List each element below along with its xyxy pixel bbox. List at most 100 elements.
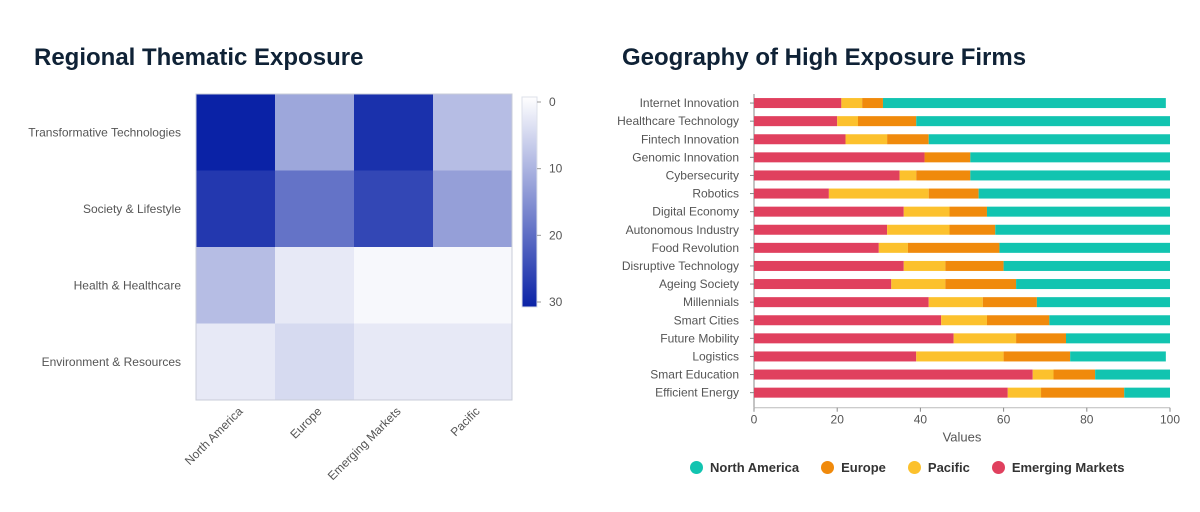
heatmap-cell — [354, 94, 434, 171]
bar-segment — [970, 170, 1170, 181]
bar-segment — [882, 98, 1166, 109]
bar-segment — [928, 188, 979, 199]
heatmap-cell — [354, 247, 434, 324]
heatmap-cell — [433, 170, 513, 248]
bar-segment — [916, 170, 971, 181]
bar-segment — [754, 188, 829, 199]
legend-item[interactable]: North America — [690, 460, 799, 475]
bar-segment — [754, 224, 888, 235]
legend-marker — [907, 461, 921, 474]
heatmap-row-label: Society & Lifestyle — [83, 202, 181, 216]
legend-item[interactable]: Pacific — [907, 460, 970, 475]
bar-segment — [1066, 333, 1170, 344]
colorbar-tick-label: 10 — [549, 162, 563, 176]
heatmap-cell — [196, 94, 276, 171]
category-label: Ageing Society — [659, 277, 739, 291]
bar-segment — [754, 351, 917, 362]
x-axis-title: Values — [943, 430, 982, 445]
bar-segment — [1032, 369, 1054, 380]
category-label: Future Mobility — [660, 331, 739, 345]
bar-segment — [754, 116, 838, 127]
x-tick-label: 100 — [1160, 413, 1180, 427]
bar-segment — [754, 260, 904, 271]
bar-segment — [999, 242, 1170, 253]
heatmap-border — [195, 93, 513, 401]
bar-segment — [982, 297, 1037, 308]
heatmap-cell — [275, 94, 355, 171]
heatmap-cell — [275, 323, 355, 401]
legend-marker — [821, 461, 835, 474]
category-label: Millennials — [683, 295, 739, 309]
bar-segment — [837, 116, 858, 127]
bar-segment — [1049, 315, 1170, 326]
bar-segment — [754, 242, 879, 253]
category-label: Internet Innovation — [640, 96, 739, 110]
bar-segment — [1053, 369, 1096, 380]
bar-segment — [858, 116, 917, 127]
legend-item[interactable]: Europe — [821, 460, 886, 475]
bar-segment — [891, 279, 946, 290]
category-label: Smart Education — [650, 368, 739, 382]
bar-segment — [841, 98, 863, 109]
heatmap-cell — [354, 170, 434, 248]
legend-marker — [991, 461, 1005, 474]
category-label: Healthcare Technology — [617, 114, 739, 128]
category-label: Cybersecurity — [666, 168, 739, 182]
bar-segment — [928, 297, 983, 308]
bar-segment — [1070, 351, 1166, 362]
legend-marker — [690, 461, 703, 474]
bar-segment — [945, 260, 1004, 271]
heatmap-title: Regional Thematic Exposure — [34, 44, 364, 71]
bar-segment — [924, 152, 971, 163]
heatmap-cell — [433, 323, 513, 401]
bar-segment — [1095, 369, 1170, 380]
bar-segment — [1007, 387, 1042, 398]
heatmap-chart: Transformative Technologies Society & Lif… — [28, 93, 563, 483]
colorbar-tick-label: 20 — [549, 228, 563, 242]
colorbar — [521, 96, 538, 308]
bar-segment — [1041, 387, 1125, 398]
category-label: Smart Cities — [674, 313, 739, 327]
x-tick-label: 60 — [997, 413, 1011, 427]
bar-segment — [878, 242, 908, 253]
heatmap-row-label: Health & Healthcare — [74, 278, 182, 292]
bar-segment — [754, 315, 942, 326]
heatmap-cell — [433, 247, 513, 324]
bar-segment — [1016, 333, 1066, 344]
bar-segment — [907, 242, 1000, 253]
bar-segment — [1016, 279, 1170, 290]
bar-segment — [899, 170, 917, 181]
bar-segment — [916, 116, 1170, 127]
bar-segment — [1036, 297, 1170, 308]
x-tick-label: 40 — [914, 413, 928, 427]
bar-segment — [754, 134, 846, 145]
category-label: Robotics — [692, 187, 739, 201]
bar-segment — [754, 369, 1033, 380]
bar-segment — [941, 315, 987, 326]
heatmap-cell — [196, 323, 276, 401]
category-label: Food Revolution — [652, 241, 739, 255]
bar-segment — [862, 98, 883, 109]
colorbar-tick-label: 0 — [549, 95, 556, 109]
bar-segment — [928, 134, 1170, 145]
category-label: Disruptive Technology — [622, 259, 739, 273]
x-tick-label: 20 — [831, 413, 845, 427]
bar-segment — [845, 134, 888, 145]
category-label: Efficient Energy — [655, 386, 739, 400]
bar-segment — [916, 351, 1004, 362]
heatmap-cell — [196, 247, 276, 324]
bar-segment — [754, 98, 842, 109]
legend-label: Emerging Markets — [1011, 460, 1125, 475]
heatmap-row-label: Environment & Resources — [42, 355, 181, 369]
bar-segment — [754, 297, 929, 308]
bar-segment — [995, 224, 1170, 235]
bar-segment — [1003, 260, 1170, 271]
bar-segment — [945, 279, 1017, 290]
bar-segment — [754, 333, 954, 344]
bar-chart-legend: North America Europe Pacific Emerging Marke… — [690, 460, 1125, 475]
heatmap-cell — [433, 94, 513, 171]
legend-item[interactable]: Emerging Markets — [991, 460, 1125, 475]
bar-segment — [970, 152, 1170, 163]
bar-segment — [953, 333, 1017, 344]
